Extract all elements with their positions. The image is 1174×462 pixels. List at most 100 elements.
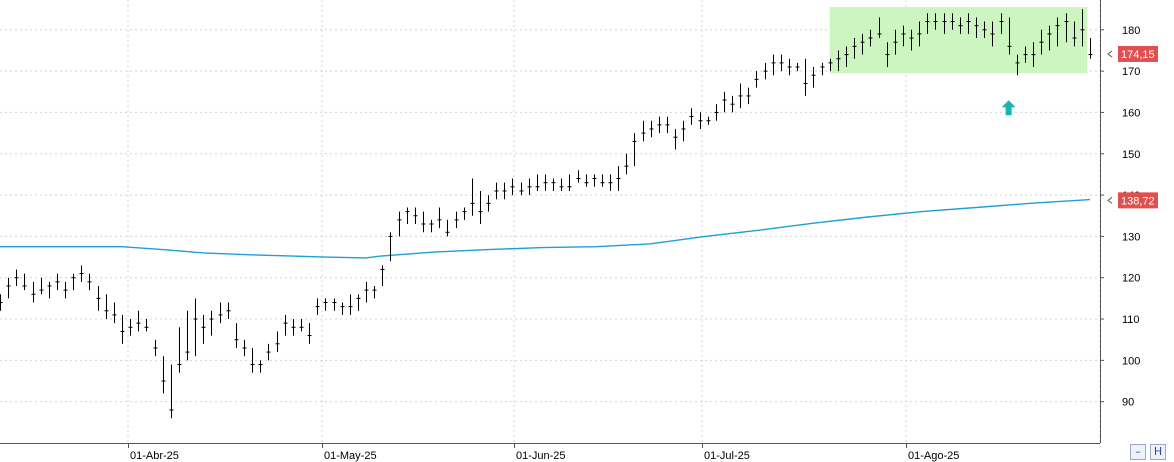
x-tick-label: 01-May-25 — [324, 450, 377, 462]
ohlc-bar — [1064, 13, 1069, 43]
ohlc-bar — [584, 174, 589, 187]
ohlc-bar — [112, 302, 117, 324]
ohlc-bar — [836, 50, 841, 72]
ohlc-bar — [527, 178, 532, 196]
ohlc-bar — [771, 54, 776, 76]
ohlc-bar — [437, 207, 442, 229]
ohlc-bar — [519, 182, 524, 196]
ohlc-bar — [795, 62, 800, 72]
ohlc-bar — [1055, 17, 1060, 47]
ohlc-bar — [388, 232, 393, 262]
ohlc-bar — [1007, 17, 1012, 55]
ohlc-bar — [234, 323, 239, 348]
ohlc-bar — [576, 170, 581, 183]
ohlc-bar — [1039, 29, 1044, 55]
ohlc-bar — [120, 314, 125, 344]
ohlc-bar — [616, 166, 621, 191]
ohlc-bar — [982, 21, 987, 39]
ohlc-bar — [641, 120, 646, 142]
ohlc-bar — [917, 21, 922, 47]
ohlc-bar — [1088, 38, 1093, 59]
ohlc-bar — [877, 17, 882, 39]
y-tick-labels: 90100110120130140150160170180 — [1122, 25, 1140, 409]
ohlc-bar — [860, 33, 865, 55]
ohlc-bar — [901, 25, 906, 47]
ohlc-bar — [632, 133, 637, 167]
ohlc-bar — [763, 62, 768, 80]
y-tick-label: 90 — [1122, 397, 1134, 409]
ohlc-bar — [177, 327, 182, 373]
ohlc-bar — [356, 294, 361, 311]
price-badges: 174,15 138,72 — [1107, 45, 1158, 209]
ohlc-bar — [348, 294, 353, 315]
ohlc-bar — [966, 13, 971, 34]
ohlc-bar — [852, 38, 857, 59]
ohlc-bar — [942, 13, 947, 34]
ohlc-bar — [999, 13, 1004, 34]
ohlc-bar — [1031, 42, 1036, 67]
x-tick-labels: 01-Abr-25 01-May-25 01-Jun-25 01-Jul-25 01-A… — [130, 450, 959, 462]
ohlc-bar — [14, 269, 19, 286]
ohlc-bar — [169, 364, 174, 419]
ohlc-bar — [421, 211, 426, 233]
ohlc-bar — [738, 83, 743, 109]
price-badge-label: 174,15 — [1121, 49, 1155, 61]
ohlc-bar — [87, 273, 92, 291]
ohlc-bar — [722, 91, 727, 113]
ohlc-bar — [79, 265, 84, 282]
ohlc-bar — [185, 310, 190, 361]
save-icon[interactable]: H — [1150, 444, 1166, 460]
ohlc-bar — [299, 319, 304, 332]
ohlc-bar — [559, 178, 564, 191]
highlight-rect — [829, 7, 1088, 74]
ohlc-bar — [405, 207, 410, 224]
moving-average-line — [0, 198, 1091, 259]
ohlc-bar — [698, 112, 703, 129]
ohlc-bar — [1080, 9, 1085, 47]
ohlc-bar — [31, 281, 36, 303]
ohlc-bar — [0, 294, 3, 311]
x-tick-label: 01-Abr-25 — [130, 450, 179, 462]
ohlc-bar — [803, 58, 808, 96]
ohlc-bar — [844, 46, 849, 67]
ohlc-bar — [250, 347, 255, 373]
ohlc-bar — [600, 174, 605, 187]
ohlc-bar — [136, 310, 141, 332]
ohlc-bar — [226, 302, 231, 320]
ohlc-bar — [502, 182, 507, 200]
y-tick-label: 120 — [1122, 273, 1140, 285]
x-tick-label: 01-Jul-25 — [704, 450, 750, 462]
ohlc-bar — [787, 58, 792, 76]
ohlc-bar — [592, 174, 597, 187]
ohlc-bar — [397, 211, 402, 237]
ohlc-bar — [868, 29, 873, 47]
ohlc-bar — [161, 356, 166, 394]
ohlc-bar — [535, 174, 540, 191]
ohlc-bar — [275, 331, 280, 353]
ohlc-bar — [144, 319, 149, 332]
ohlc-bar — [39, 277, 44, 295]
ohlc-bar — [63, 281, 68, 299]
ohlc-bar — [925, 13, 930, 34]
ohlc-bar — [209, 310, 214, 336]
ohlc-bar — [470, 178, 475, 216]
zoom-out-button[interactable]: – — [1130, 444, 1146, 460]
ohlc-bar — [104, 294, 109, 320]
y-tick-label: 100 — [1122, 355, 1140, 367]
ohlc-bar — [486, 195, 491, 212]
ohlc-bar — [413, 207, 418, 224]
ohlc-bar — [608, 174, 613, 191]
ohlc-bar — [958, 17, 963, 34]
ohlc-bar — [1015, 54, 1020, 76]
ohlc-bar — [665, 116, 670, 134]
ohlc-bar — [624, 153, 629, 175]
ohlc-bar — [828, 58, 833, 72]
ohlc-bar — [242, 339, 247, 357]
x-tick-label: 01-Jun-25 — [516, 450, 566, 462]
ohlc-bar — [372, 285, 377, 299]
ohlc-bar — [779, 54, 784, 72]
ohlc-bar — [193, 298, 198, 357]
ohlc-bar — [681, 120, 686, 142]
ohlc-bar — [22, 273, 27, 291]
